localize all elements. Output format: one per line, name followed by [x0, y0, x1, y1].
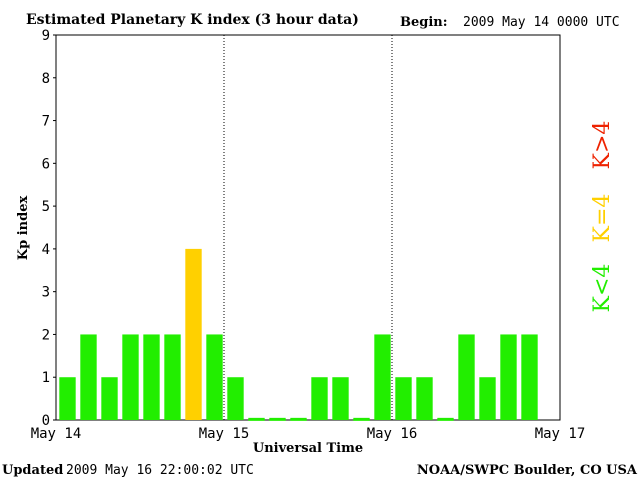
kp-bar	[143, 334, 160, 420]
kp-bar	[437, 417, 454, 421]
kp-bar	[185, 248, 202, 420]
y-axis-label: Kp index	[16, 196, 31, 261]
y-tick-label: 2	[42, 327, 50, 343]
kp-bar	[311, 377, 328, 420]
kp-bar	[122, 334, 139, 420]
updated-label: Updated	[2, 463, 63, 478]
legend-item: K>4	[590, 121, 615, 170]
kp-bar	[101, 377, 118, 420]
plot-frame	[55, 34, 561, 421]
x-axis-label: Universal Time	[253, 441, 363, 456]
kp-bar	[206, 334, 223, 420]
kp-bar	[416, 377, 433, 420]
x-tick-label: May 14	[31, 426, 82, 442]
x-tick-label: May 16	[367, 426, 418, 442]
kp-bar	[80, 334, 97, 420]
kp-bar	[332, 377, 349, 420]
kp-bar	[227, 377, 244, 420]
y-tick-label: 7	[42, 114, 50, 130]
y-tick-label: 5	[42, 199, 50, 215]
y-tick-label: 1	[42, 370, 50, 386]
kp-bar	[290, 417, 307, 421]
y-tick-label: 4	[42, 242, 50, 258]
kp-bar	[164, 334, 181, 420]
kp-bar	[479, 377, 496, 420]
y-tick-label: 0	[42, 413, 50, 429]
plot-area: 0 1 2 3 4 5 6 7 8 9 May 14 May 15 May 16 May 17	[31, 28, 586, 442]
kp-bar	[521, 334, 538, 420]
y-tick-label: 6	[42, 156, 50, 172]
kp-bar	[500, 334, 517, 420]
y-tick-label: 9	[42, 28, 50, 44]
begin-label: Begin:	[400, 15, 448, 30]
chart-title: Estimated Planetary K index (3 hour data…	[26, 12, 359, 28]
kp-bar	[269, 417, 286, 421]
begin-value: 2009 May 14 0000 UTC	[463, 15, 620, 30]
y-tick-label: 8	[42, 71, 50, 87]
updated-value: 2009 May 16 22:00:02 UTC	[66, 463, 254, 478]
legend: K<4 K=4 K>4	[590, 121, 615, 313]
kp-bar	[458, 334, 475, 420]
legend-item: K=4	[590, 194, 615, 243]
kp-bar	[374, 334, 391, 420]
kp-bar	[248, 417, 265, 421]
x-tick-label: May 17	[535, 426, 586, 442]
kp-bar	[395, 377, 412, 420]
legend-item: K<4	[590, 264, 615, 313]
source-credit: NOAA/SWPC Boulder, CO USA	[417, 463, 638, 478]
kp-bar	[59, 377, 76, 420]
y-tick-label: 3	[42, 285, 50, 301]
kp-bar	[353, 417, 370, 421]
x-tick-label: May 15	[199, 426, 250, 442]
